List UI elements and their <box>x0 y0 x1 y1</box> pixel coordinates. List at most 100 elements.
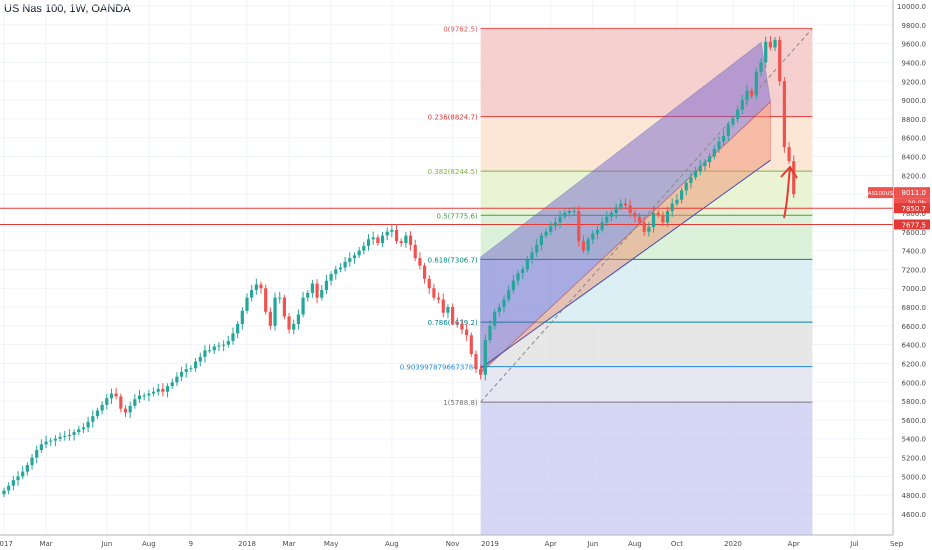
candle <box>750 90 754 96</box>
symbol-tag <box>868 187 893 199</box>
candle <box>614 207 618 213</box>
fib-zone <box>480 259 813 323</box>
candle <box>684 182 688 191</box>
candle <box>698 165 702 172</box>
candle <box>628 205 632 213</box>
candle <box>226 340 230 345</box>
candle <box>11 480 15 486</box>
candle <box>334 269 338 275</box>
price-tick-label: 7000.0 <box>902 285 927 293</box>
candle <box>170 382 174 387</box>
candle <box>292 323 296 330</box>
candle <box>35 450 39 458</box>
candle <box>792 161 796 195</box>
candle <box>558 216 562 223</box>
candle <box>44 441 48 445</box>
hline-price-label: 7677.5 <box>902 221 927 229</box>
candle <box>446 307 450 313</box>
candle <box>413 244 417 259</box>
candle <box>670 203 674 212</box>
fib-level-label: 1(5788.8) <box>443 399 478 407</box>
candle <box>787 147 791 162</box>
candle <box>778 39 782 82</box>
candle <box>764 41 768 63</box>
candle <box>581 241 586 251</box>
candle <box>497 307 501 312</box>
candle <box>320 290 324 298</box>
candle <box>376 237 380 244</box>
candle <box>357 250 361 256</box>
candle <box>642 222 646 232</box>
candle <box>91 416 95 422</box>
fib-level-label: 0.5(7775.6) <box>437 212 478 220</box>
candle <box>432 288 436 298</box>
time-tick-label: Apr <box>545 540 557 548</box>
candle <box>100 404 104 411</box>
candle <box>394 229 399 242</box>
candle <box>422 265 427 279</box>
candle <box>165 386 170 392</box>
candle <box>647 227 651 232</box>
time-tick-label: Mar <box>39 540 52 548</box>
time-tick-label: May <box>324 540 338 548</box>
price-tick-label: 8200.0 <box>902 172 927 180</box>
candle <box>525 260 529 270</box>
candle <box>563 212 567 217</box>
candle <box>567 211 572 213</box>
price-tick-label: 5800.0 <box>902 398 927 406</box>
candle <box>105 398 109 405</box>
candle <box>352 255 357 259</box>
price-tick-label: 8600.0 <box>902 135 927 143</box>
candle <box>231 333 235 341</box>
candle <box>404 235 408 244</box>
candle <box>268 311 272 326</box>
fib-level-label: 0.382(8244.5) <box>428 168 478 176</box>
candle <box>189 368 193 370</box>
candle <box>436 297 441 300</box>
time-tick-label: 2018 <box>238 540 256 548</box>
price-tick-label: 10000.0 <box>897 3 926 11</box>
candle <box>474 354 478 370</box>
candle <box>595 229 600 234</box>
price-tick-label: 9600.0 <box>902 41 927 49</box>
candle <box>16 476 20 481</box>
candle <box>287 316 291 330</box>
candle <box>161 388 165 392</box>
candle <box>86 421 90 428</box>
arrow-line <box>783 167 791 219</box>
candle <box>259 284 263 289</box>
candle <box>380 235 385 244</box>
price-tick-label: 6600.0 <box>902 323 927 331</box>
price-tick-label: 7800.0 <box>902 210 927 218</box>
time-tick-label: Aug <box>385 540 399 548</box>
time-tick-label: Jun <box>100 540 112 548</box>
time-tick-label: Jun <box>586 540 598 548</box>
candle <box>362 245 366 251</box>
candle <box>726 124 730 136</box>
candle <box>348 258 352 262</box>
candle <box>623 203 628 206</box>
candle <box>385 231 389 236</box>
price-tick-label: 5600.0 <box>902 417 927 425</box>
candle <box>128 405 132 413</box>
candle <box>72 432 76 435</box>
candle <box>390 229 394 232</box>
candle <box>493 311 497 326</box>
candle <box>123 408 128 413</box>
candle <box>142 395 146 397</box>
time-tick-label: Aug <box>628 540 642 548</box>
candle <box>133 399 137 406</box>
candle <box>254 284 258 291</box>
candle <box>324 280 329 291</box>
candle <box>609 212 614 217</box>
candle <box>651 212 656 228</box>
candle <box>2 490 6 495</box>
fib-zone <box>480 402 813 535</box>
candle <box>203 350 207 357</box>
candle <box>539 235 543 245</box>
candle <box>81 427 86 430</box>
arrow-head <box>780 165 798 179</box>
price-tick-label: 8800.0 <box>902 116 927 124</box>
price-tick-label: 6800.0 <box>902 304 927 312</box>
